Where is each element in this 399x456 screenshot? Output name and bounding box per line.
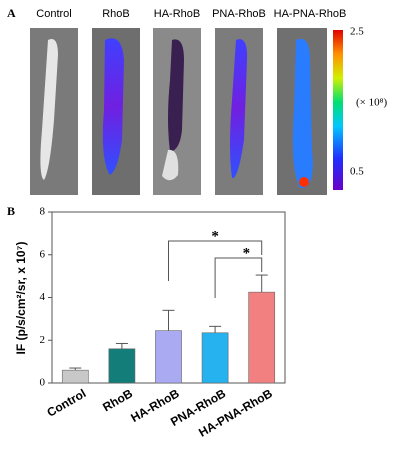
image-title: Control bbox=[36, 8, 71, 20]
y-tick-label: 4 bbox=[40, 291, 46, 303]
x-tick-label: RhoB bbox=[100, 386, 135, 414]
y-tick-label: 0 bbox=[40, 377, 46, 389]
tissue bbox=[162, 149, 179, 181]
bar bbox=[108, 348, 136, 384]
colorbar bbox=[333, 30, 343, 190]
significance-label: * bbox=[211, 228, 219, 244]
bar bbox=[248, 291, 276, 384]
image-title: PNA-RhoB bbox=[212, 8, 266, 20]
tissue bbox=[292, 38, 313, 189]
y-tick-label: 6 bbox=[40, 248, 46, 260]
y-tick-label: 8 bbox=[40, 206, 46, 218]
significance-label: * bbox=[243, 245, 251, 261]
x-tick-label: Control bbox=[44, 386, 88, 419]
y-axis-label: IF (p/s/cm²/sr, x 10⁷) bbox=[14, 242, 28, 355]
tissue bbox=[168, 39, 184, 152]
bar bbox=[201, 332, 229, 384]
tissue-images bbox=[30, 28, 343, 195]
significance-bracket bbox=[214, 257, 263, 298]
tissue bbox=[40, 39, 58, 180]
image-title: RhoB bbox=[102, 8, 130, 20]
colorbar-label: 2.5 bbox=[350, 26, 364, 38]
tissue bbox=[230, 39, 248, 179]
image-title: HA-RhoB bbox=[154, 8, 200, 20]
colorbar-label: 0.5 bbox=[350, 166, 364, 178]
colorbar-unit: (× 10⁸) bbox=[356, 97, 387, 109]
panel-label: B bbox=[7, 204, 15, 218]
y-tick-label: 2 bbox=[40, 334, 46, 346]
panel-label: A bbox=[7, 6, 16, 20]
tissue bbox=[299, 177, 309, 187]
bar bbox=[155, 330, 182, 384]
image-title: HA-PNA-RhoB bbox=[274, 8, 347, 20]
bar bbox=[61, 369, 89, 384]
tissue bbox=[102, 38, 124, 175]
significance-bracket bbox=[168, 240, 263, 281]
